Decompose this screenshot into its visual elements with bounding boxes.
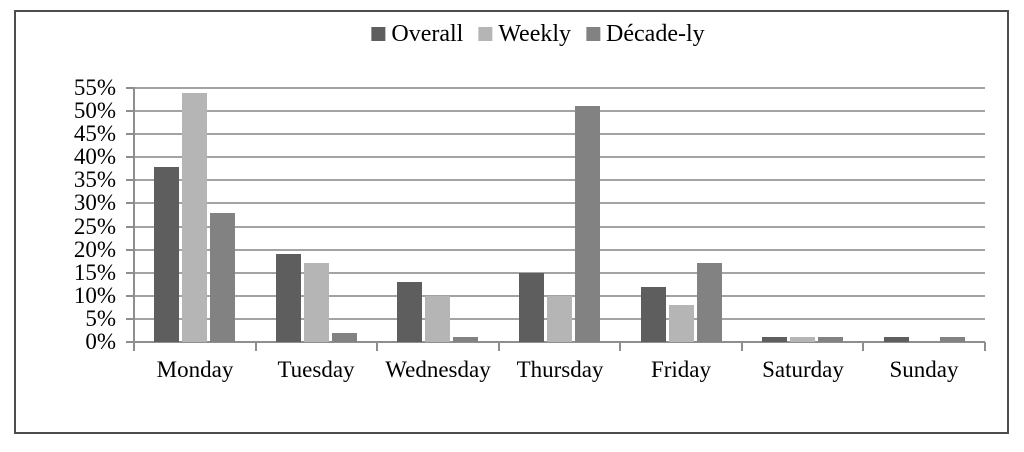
bar-weekly-saturday (790, 337, 815, 342)
bar-weekly-tuesday (304, 263, 329, 342)
bar-weekly-friday (669, 305, 694, 342)
legend-item-décade-ly: Décade-ly (586, 22, 705, 46)
legend-swatch-icon (371, 27, 386, 41)
x-axis-category-label: Thursday (516, 357, 604, 382)
bar-décade-ly-saturday (818, 337, 843, 342)
y-axis-tick-label: 15% (73, 260, 116, 285)
bar-overall-thursday (519, 273, 544, 342)
y-axis-tick-label: 25% (73, 214, 116, 239)
y-axis-tick-label: 55% (73, 75, 116, 100)
bar-overall-monday (154, 167, 179, 342)
bar-weekly-wednesday (425, 296, 450, 342)
legend-swatch-icon (586, 27, 601, 41)
y-axis-tick-label: 35% (73, 167, 116, 192)
bar-décade-ly-thursday (575, 106, 600, 342)
bar-overall-sunday (884, 337, 909, 342)
y-axis-tick-label: 0% (85, 329, 116, 354)
legend-item-overall: Overall (371, 22, 463, 46)
legend-label: Overall (391, 21, 464, 47)
bar-weekly-thursday (547, 296, 572, 342)
chart-legend: Overall Weekly Décade-ly (371, 22, 705, 46)
legend-label: Weekly (498, 21, 572, 47)
bar-overall-friday (641, 287, 666, 342)
legend-label: Décade-ly (606, 21, 705, 47)
bar-weekly-monday (182, 93, 207, 342)
x-axis-category-label: Saturday (762, 357, 844, 382)
y-axis-tick-label: 40% (73, 144, 116, 169)
y-axis-tick-label: 20% (73, 237, 116, 262)
x-axis-category-label: Friday (650, 357, 712, 382)
bar-décade-ly-tuesday (332, 333, 357, 342)
bar-overall-wednesday (397, 282, 422, 342)
y-axis-tick-label: 10% (73, 283, 116, 308)
y-axis-tick-label: 5% (85, 306, 116, 331)
y-axis-tick-label: 50% (73, 98, 116, 123)
legend-swatch-icon (478, 27, 493, 41)
y-axis-tick-label: 45% (73, 121, 116, 146)
x-axis-category-label: Wednesday (385, 357, 491, 382)
bar-overall-tuesday (276, 254, 301, 342)
figure-border (14, 10, 1009, 434)
bar-décade-ly-wednesday (453, 337, 478, 342)
bar-décade-ly-friday (697, 263, 722, 342)
legend-item-weekly: Weekly (478, 22, 571, 46)
bar-décade-ly-monday (210, 213, 235, 342)
x-axis-category-label: Tuesday (277, 357, 355, 382)
bar-décade-ly-sunday (940, 337, 965, 342)
x-axis-category-label: Monday (156, 357, 234, 382)
y-axis-tick-label: 30% (73, 190, 116, 215)
x-axis-category-label: Sunday (889, 357, 959, 382)
bar-overall-saturday (762, 337, 787, 342)
